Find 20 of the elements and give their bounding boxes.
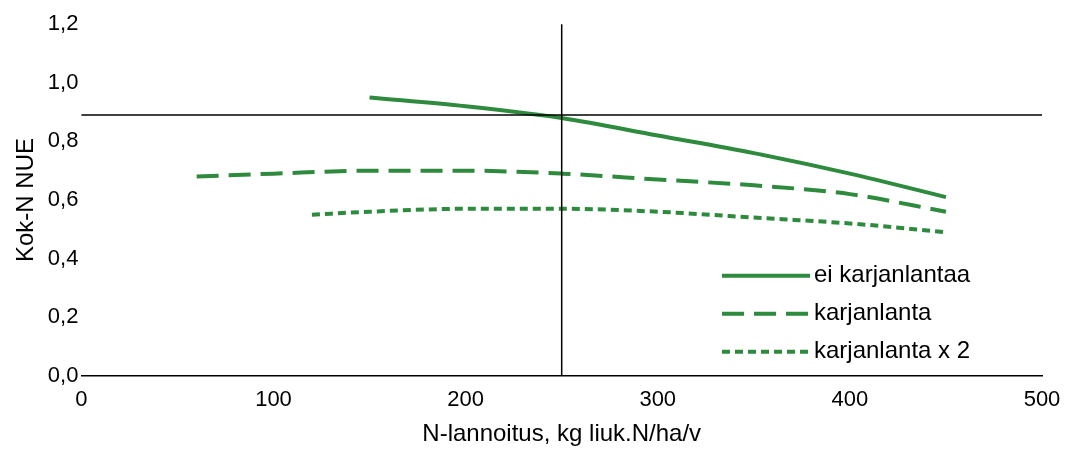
legend-label: ei karjanlantaa <box>814 260 971 288</box>
x-axis-title: N-lannoitus, kg liuk.N/ha/v <box>422 419 702 447</box>
x-tick-label: 500 <box>1023 386 1061 412</box>
y-tick-label: 0,0 <box>47 361 79 387</box>
y-tick-label: 0,4 <box>47 244 79 270</box>
y-tick-label: 0,8 <box>47 127 79 153</box>
y-tick-label: 0,6 <box>47 186 79 212</box>
legend-label: karjanlanta x 2 <box>814 336 971 364</box>
line-series <box>194 168 948 214</box>
x-tick-label: 0 <box>75 386 88 412</box>
legend-label: karjanlanta <box>814 298 933 326</box>
y-tick-label: 1,2 <box>47 10 79 36</box>
line-series <box>367 95 948 200</box>
x-tick-label: 200 <box>447 386 484 412</box>
y-tick-label: 0,2 <box>47 303 79 329</box>
x-tick-label: 100 <box>255 386 292 412</box>
y-axis-title: Kok-N NUE <box>11 137 39 263</box>
y-tick-label: 1,0 <box>47 68 79 94</box>
x-tick-label: 300 <box>639 386 677 412</box>
x-tick-label: 400 <box>831 386 869 412</box>
